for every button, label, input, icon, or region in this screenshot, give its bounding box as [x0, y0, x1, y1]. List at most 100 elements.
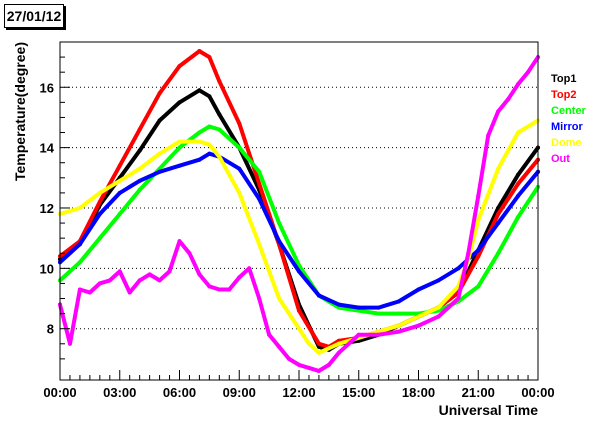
data-point	[197, 139, 202, 144]
data-point	[197, 130, 202, 135]
data-point	[207, 55, 212, 60]
data-point	[77, 205, 82, 210]
data-point	[336, 350, 341, 355]
x-tick-label: 00:00	[43, 385, 76, 400]
data-point	[297, 362, 301, 367]
data-point	[67, 341, 72, 346]
data-point	[516, 215, 521, 220]
data-point	[396, 329, 401, 334]
data-point	[297, 308, 301, 313]
data-point	[117, 163, 122, 168]
legend-entry: Top2	[551, 89, 576, 101]
legend-entry: Center	[551, 105, 587, 117]
x-tick-label: 06:00	[163, 385, 196, 400]
x-tick-label: 18:00	[402, 385, 435, 400]
data-point	[187, 251, 192, 256]
y-axis-title: Temperature(degree)	[12, 42, 28, 181]
data-point	[277, 296, 282, 301]
data-point	[197, 157, 202, 162]
data-point	[247, 266, 252, 271]
data-point	[217, 127, 222, 132]
data-point	[496, 221, 501, 226]
data-point	[476, 218, 481, 223]
data-point	[97, 190, 102, 195]
data-point	[227, 287, 232, 292]
data-point	[516, 193, 521, 198]
data-point	[137, 278, 142, 283]
data-point	[217, 79, 222, 84]
data-point	[177, 163, 182, 168]
data-point	[496, 212, 501, 217]
data-point	[456, 266, 461, 271]
data-point	[336, 302, 341, 307]
y-tick-label: 8	[47, 322, 54, 337]
data-point	[127, 290, 132, 295]
data-point	[177, 100, 182, 105]
data-point	[177, 239, 182, 244]
data-point	[376, 311, 381, 316]
data-point	[87, 290, 92, 295]
x-axis: 00:00 03:00 06:00 09:00 12:00 15:00 18:00 21:00…	[43, 370, 555, 400]
data-point	[137, 148, 142, 153]
data-point	[157, 169, 162, 174]
data-point	[257, 296, 262, 301]
series-line	[58, 118, 540, 355]
data-point	[267, 332, 272, 337]
data-point	[207, 94, 212, 99]
data-point	[157, 118, 162, 123]
series-dome	[58, 118, 540, 355]
legend-entry: Dome	[551, 137, 582, 149]
series-line	[58, 124, 540, 316]
data-point	[277, 239, 282, 244]
data-point	[297, 326, 301, 331]
data-point	[117, 269, 122, 274]
data-point	[177, 145, 182, 150]
data-point	[376, 305, 381, 310]
data-point	[167, 269, 172, 274]
data-point	[316, 293, 321, 298]
legend-entry: Mirror	[551, 121, 584, 133]
data-point	[257, 196, 262, 201]
data-point	[237, 145, 242, 150]
x-tick-label: 15:00	[342, 385, 375, 400]
series-mirror	[58, 151, 540, 310]
data-point	[287, 356, 292, 361]
data-point	[436, 305, 441, 310]
data-point	[396, 311, 401, 316]
data-point	[416, 287, 421, 292]
chart-title: 27/01/12	[4, 4, 64, 28]
data-point	[177, 139, 182, 144]
data-point	[316, 368, 321, 373]
data-point	[137, 187, 142, 192]
data-point	[316, 350, 321, 355]
y-tick-label: 16	[40, 80, 54, 95]
data-point	[217, 287, 222, 292]
data-point	[157, 278, 162, 283]
data-point	[197, 49, 202, 54]
data-point	[217, 154, 222, 159]
data-point	[117, 190, 122, 195]
data-point	[257, 242, 262, 247]
data-point	[436, 278, 441, 283]
data-point	[297, 269, 301, 274]
data-point	[496, 109, 501, 114]
data-point	[416, 323, 421, 328]
data-point	[157, 151, 162, 156]
data-point	[466, 251, 471, 256]
data-point	[356, 305, 361, 310]
data-point	[207, 124, 212, 129]
data-point	[277, 221, 282, 226]
legend-entry: Top1	[551, 73, 576, 85]
x-tick-label: 03:00	[103, 385, 136, 400]
data-point	[77, 242, 82, 247]
data-point	[336, 341, 341, 346]
y-axis: 8 10 12 14 16	[40, 56, 70, 360]
legend: Top1 Top2 Center Mirror Dome Out	[551, 73, 587, 165]
data-point	[237, 190, 242, 195]
x-tick-label: 00:00	[521, 385, 554, 400]
data-point	[77, 260, 82, 265]
data-point	[486, 133, 491, 138]
series-layer	[58, 49, 540, 373]
data-point	[97, 212, 102, 217]
